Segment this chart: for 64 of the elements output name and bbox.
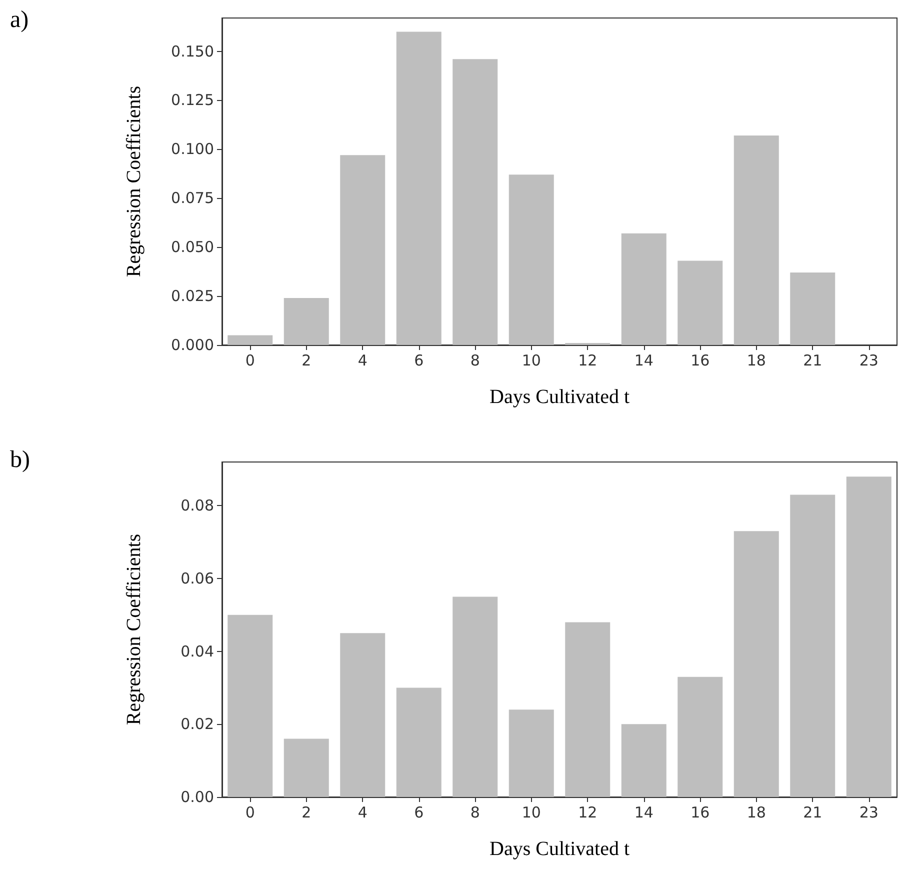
- bar: [621, 724, 666, 797]
- x-tick-label: 12: [578, 804, 598, 822]
- x-tick-label: 6: [414, 352, 424, 370]
- y-tick-label: 0.075: [171, 189, 214, 208]
- x-tick-label: 16: [690, 804, 710, 822]
- x-tick-label: 23: [859, 804, 878, 822]
- bar: [284, 738, 329, 797]
- x-tick-label: 21: [803, 352, 822, 370]
- x-tick-label: 4: [358, 804, 368, 822]
- x-tick-label: 12: [578, 352, 598, 370]
- bar: [452, 596, 498, 797]
- bar: [678, 260, 723, 345]
- y-tick-label: 0.06: [180, 570, 214, 588]
- x-axis-title: Days Cultivated t: [490, 386, 630, 408]
- bar: [228, 614, 273, 797]
- bar: [284, 298, 329, 345]
- bar: [565, 622, 610, 797]
- bar: [621, 233, 666, 345]
- x-tick-label: 8: [470, 804, 480, 822]
- bar: [508, 710, 554, 797]
- y-axis-title: Regression Coefficients: [123, 86, 145, 278]
- x-tick-label: 6: [414, 804, 424, 822]
- bar: [734, 135, 779, 345]
- bar: [846, 476, 892, 797]
- bar: [452, 59, 498, 345]
- x-tick-label: 2: [302, 804, 312, 822]
- bar: [340, 155, 386, 345]
- x-tick-label: 4: [358, 352, 368, 370]
- x-tick-label: 0: [245, 804, 255, 822]
- x-tick-label: 23: [859, 352, 878, 370]
- bar: [340, 633, 386, 797]
- bar: [734, 531, 779, 797]
- x-tick-label: 14: [634, 352, 654, 370]
- x-tick-label: 18: [746, 352, 766, 370]
- x-tick-label: 2: [302, 352, 312, 370]
- x-tick-label: 18: [746, 804, 766, 822]
- x-tick-label: 10: [522, 352, 541, 370]
- bar: [228, 335, 273, 345]
- x-tick-label: 0: [245, 352, 255, 370]
- bar: [396, 688, 442, 797]
- y-tick-label: 0.000: [171, 336, 214, 354]
- x-tick-label: 21: [803, 804, 822, 822]
- y-tick-label: 0.02: [180, 715, 214, 734]
- x-tick-label: 14: [634, 804, 654, 822]
- y-tick-label: 0.150: [171, 42, 214, 60]
- bar: [396, 32, 442, 345]
- y-tick-label: 0.08: [180, 496, 214, 515]
- bar: [790, 494, 836, 797]
- bar: [678, 676, 723, 797]
- y-tick-label: 0.050: [171, 238, 214, 256]
- text: b): [10, 447, 30, 473]
- x-axis-title: Days Cultivated t: [490, 838, 630, 860]
- y-tick-label: 0.04: [180, 642, 214, 660]
- x-tick-label: 8: [470, 352, 480, 370]
- text: a): [10, 7, 29, 33]
- y-tick-label: 0.100: [171, 140, 214, 158]
- y-tick-label: 0.00: [180, 788, 214, 806]
- bar: [790, 272, 836, 345]
- y-axis-title: Regression Coefficients: [123, 534, 145, 726]
- y-tick-label: 0.125: [171, 91, 214, 110]
- bar: [508, 174, 554, 345]
- y-tick-label: 0.025: [171, 287, 214, 306]
- x-tick-label: 16: [690, 352, 710, 370]
- x-tick-label: 10: [522, 804, 541, 822]
